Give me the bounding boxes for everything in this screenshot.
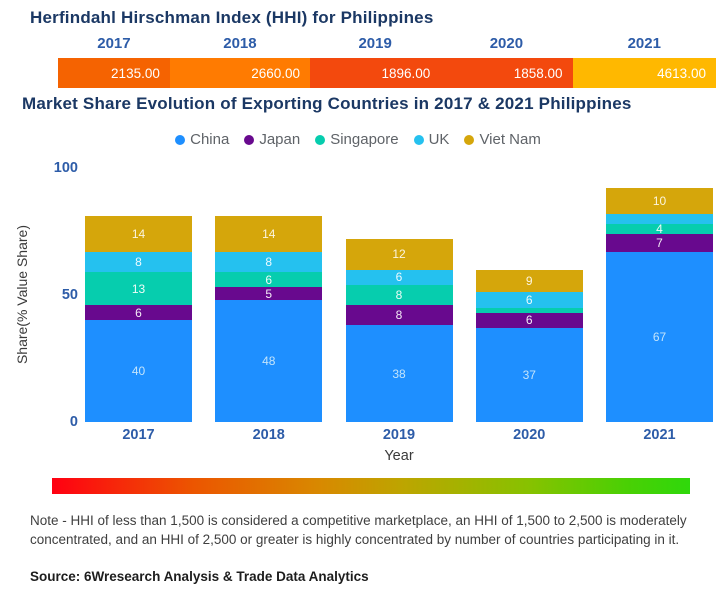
legend-item-singapore: Singapore — [315, 131, 399, 148]
bar-segment-china-2020: 37 — [475, 328, 583, 422]
hhi-value-segment: 2660.00 — [169, 58, 310, 88]
bar-2017: 40 6 13 8 14 — [85, 216, 192, 422]
x-axis-label-2019: 2019 — [382, 427, 416, 443]
x-axis-label-2018: 2018 — [252, 427, 285, 443]
legend-item-china: China — [175, 131, 229, 148]
legend-dot-icon — [464, 134, 475, 145]
data-label: 48 — [262, 354, 276, 369]
hhi-year-label: 2018 — [223, 35, 257, 52]
hhi-year-label: 2017 — [97, 35, 131, 52]
bar-segment-uk-2019: 6 — [345, 269, 453, 285]
bar-segment-japan-2021: 7 — [606, 234, 713, 252]
data-label: 13 — [131, 281, 146, 296]
bar-segment-singapore-2021: 4 — [606, 223, 713, 235]
legend-label: Viet Nam — [479, 131, 541, 148]
bar-segment-japan-2018: 5 — [215, 287, 323, 301]
data-label: 7 — [656, 235, 663, 250]
y-axis-tick: 0 — [69, 414, 78, 430]
hhi-years-row: 2017 2018 2019 2020 2021 — [58, 35, 716, 52]
bar-2018: 48 5 6 8 14 — [215, 216, 323, 422]
hhi-value-segment: 2135.00 — [58, 58, 170, 88]
bar-segment-japan-2020: 6 — [475, 312, 583, 329]
chart-legend: China Japan Singapore UK Viet Nam — [0, 131, 716, 148]
data-label: 6 — [135, 305, 142, 320]
bar-segment-singapore-2017: 13 — [85, 272, 192, 306]
data-label: 10 — [652, 194, 667, 209]
legend-dot-icon — [413, 134, 424, 145]
note-text: Note - HHI of less than 1,500 is conside… — [30, 513, 687, 547]
bar-segment-viet-nam-2019: 12 — [345, 239, 453, 270]
legend-dot-icon — [175, 134, 186, 145]
legend-label: Japan — [259, 131, 301, 148]
bar-segment-uk-2017: 8 — [85, 251, 192, 273]
x-axis-label-2021: 2021 — [643, 427, 676, 443]
legend-label: China — [190, 131, 230, 148]
data-label: 67 — [652, 329, 667, 344]
x-axis-label-2017: 2017 — [122, 427, 155, 443]
bar-segment-japan-2017: 6 — [85, 305, 192, 321]
bar-segment-japan-2019: 8 — [345, 305, 453, 326]
data-label: 37 — [522, 368, 536, 383]
hhi-year-label: 2020 — [489, 35, 524, 52]
bar-segment-viet-nam-2018: 14 — [215, 216, 323, 252]
y-axis-tick: 100 — [53, 160, 78, 176]
data-label: 12 — [392, 247, 406, 262]
bar-segment-uk-2018: 8 — [215, 251, 323, 273]
legend-dot-icon — [315, 134, 326, 145]
plot-area: 40 6 13 8 14 48 5 6 8 14 38 8 8 6 12 37 6 6 9 67 7 4 10 — [85, 168, 713, 422]
bar-segment-china-2018: 48 — [215, 300, 323, 422]
hhi-value-segment: 4613.00 — [572, 58, 716, 88]
data-label: 14 — [131, 227, 146, 242]
data-label: 38 — [392, 366, 406, 381]
data-label: 8 — [395, 288, 403, 303]
hhi-title: Herfindahl Hirschman Index (HHI) for Phi… — [30, 8, 434, 27]
hhi-year-label: 2019 — [358, 35, 392, 52]
legend-item-uk: UK — [413, 131, 450, 148]
bar-segment-singapore-2020 — [475, 307, 583, 313]
legend-label: Singapore — [330, 131, 399, 148]
legend-dot-icon — [244, 134, 255, 145]
bar-segment-singapore-2019: 8 — [345, 284, 453, 306]
data-label: 4 — [656, 223, 663, 235]
bar-2021: 67 7 4 10 — [606, 188, 713, 422]
y-axis-tick: 50 — [61, 287, 78, 303]
bar-segment-china-2019: 38 — [345, 325, 453, 422]
data-label: 40 — [131, 364, 146, 379]
y-axis-ticks: 100 50 0 — [0, 160, 78, 430]
data-label: 9 — [525, 274, 533, 289]
data-label: 5 — [265, 287, 273, 301]
bar-segment-viet-nam-2021: 10 — [606, 188, 713, 214]
bar-2020: 37 6 6 9 — [475, 269, 583, 422]
data-label: 6 — [395, 270, 403, 285]
data-label: 6 — [265, 272, 273, 287]
hhi-value-strip: 2135.00 2660.00 1896.00 1858.00 4613.00 — [58, 58, 716, 88]
bar-segment-singapore-2018: 6 — [215, 272, 323, 288]
bar-segment-viet-nam-2020: 9 — [475, 269, 583, 293]
data-label: 6 — [525, 313, 533, 328]
bar-segment-china-2021: 67 — [606, 251, 713, 422]
hhi-value-segment: 1858.00 — [440, 58, 573, 88]
hhi-value-segment: 1896.00 — [310, 58, 441, 88]
x-axis-label-2020: 2020 — [513, 427, 546, 443]
bar-segment-uk-2021 — [606, 213, 713, 224]
chart-title: Market Share Evolution of Exporting Coun… — [22, 94, 632, 113]
bar-segment-uk-2020: 6 — [475, 292, 583, 308]
legend-item-japan: Japan — [244, 131, 300, 148]
bar-2019: 38 8 8 6 12 — [345, 239, 453, 422]
legend-item-viet-nam: Viet Nam — [464, 131, 541, 148]
data-label: 8 — [395, 308, 403, 323]
hhi-year-label: 2021 — [627, 35, 661, 52]
source-text: Source: 6Wresearch Analysis & Trade Data… — [30, 569, 369, 584]
data-label: 8 — [265, 255, 273, 270]
bar-segment-china-2017: 40 — [85, 320, 192, 422]
x-axis-labels: 2017 2018 2019 2020 2021 — [85, 427, 713, 443]
data-label: 6 — [525, 293, 533, 308]
data-label: 8 — [135, 255, 142, 269]
legend-label: UK — [428, 131, 450, 148]
concentration-gradient-bar — [52, 478, 690, 494]
data-label: 14 — [262, 227, 276, 242]
x-axis-title: Year — [384, 448, 414, 464]
bar-segment-viet-nam-2017: 14 — [85, 216, 192, 252]
